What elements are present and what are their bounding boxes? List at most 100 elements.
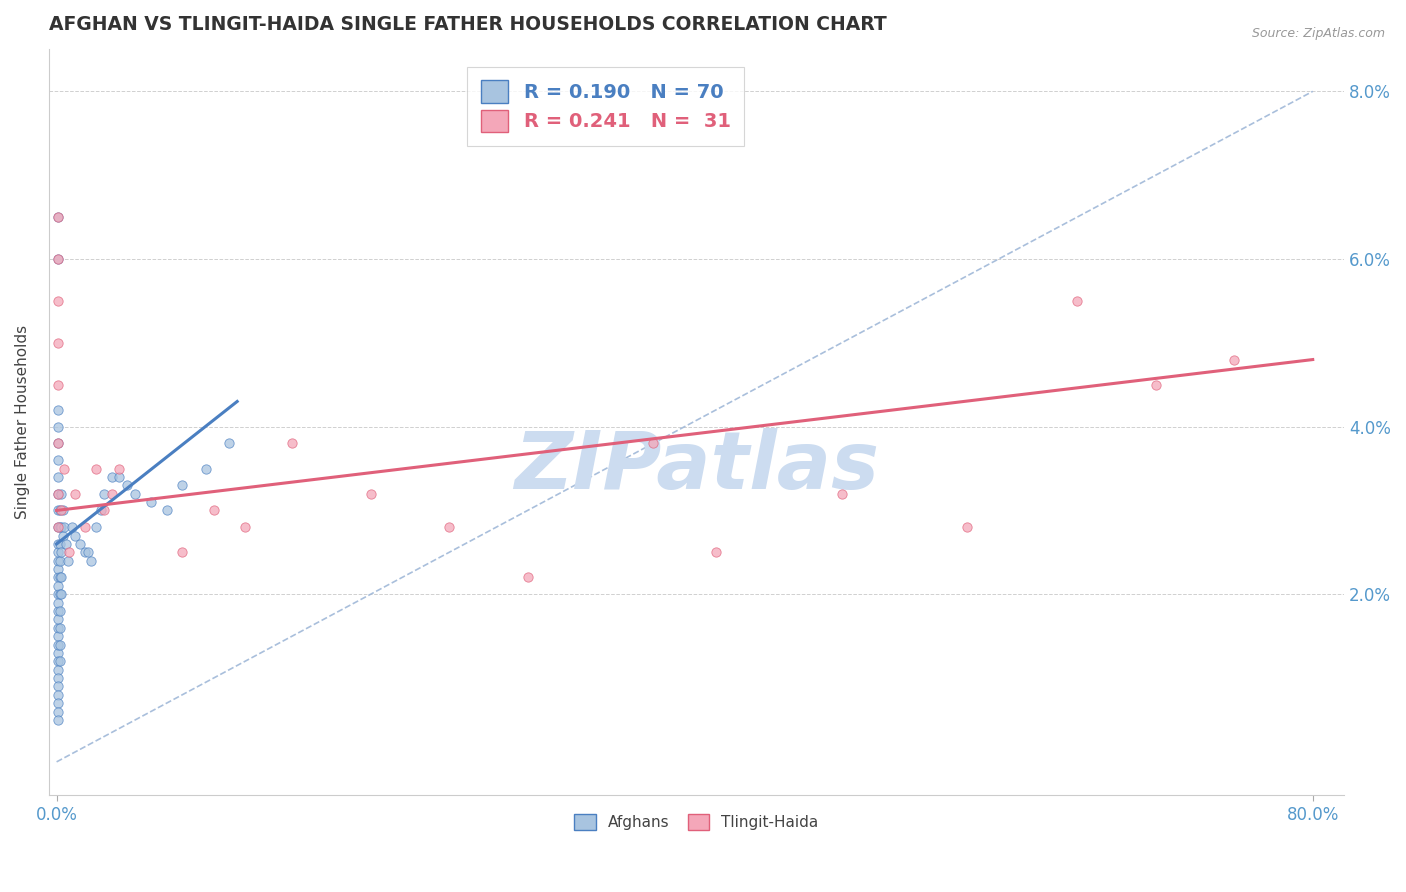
Point	[93, 486, 115, 500]
Point	[51, 570, 73, 584]
Point	[48, 537, 70, 551]
Point	[194, 461, 217, 475]
Point	[51, 503, 73, 517]
Point	[46, 713, 69, 727]
Point	[46, 537, 69, 551]
Point	[69, 537, 91, 551]
Point	[46, 671, 69, 685]
Point	[281, 436, 304, 450]
Point	[437, 520, 460, 534]
Y-axis label: Single Father Households: Single Father Households	[15, 326, 30, 519]
Point	[155, 503, 177, 517]
Point	[53, 520, 76, 534]
Point	[172, 545, 194, 559]
Point	[1144, 377, 1167, 392]
Point	[84, 461, 107, 475]
Point	[48, 654, 70, 668]
Point	[90, 503, 112, 517]
Point	[53, 461, 76, 475]
Point	[51, 587, 73, 601]
Point	[124, 486, 146, 500]
Point	[46, 604, 69, 618]
Point	[46, 629, 69, 643]
Point	[46, 545, 69, 559]
Point	[56, 554, 79, 568]
Point	[46, 579, 69, 593]
Point	[108, 461, 131, 475]
Point	[77, 545, 100, 559]
Point	[516, 570, 538, 584]
Point	[46, 335, 69, 350]
Point	[73, 545, 96, 559]
Point	[360, 486, 382, 500]
Point	[51, 520, 73, 534]
Point	[46, 210, 69, 224]
Point	[46, 252, 69, 266]
Point	[46, 453, 69, 467]
Point	[117, 478, 139, 492]
Point	[48, 621, 70, 635]
Point	[704, 545, 727, 559]
Point	[52, 503, 75, 517]
Point	[52, 528, 75, 542]
Point	[46, 680, 69, 694]
Point	[46, 596, 69, 610]
Text: AFGHAN VS TLINGIT-HAIDA SINGLE FATHER HOUSEHOLDS CORRELATION CHART: AFGHAN VS TLINGIT-HAIDA SINGLE FATHER HO…	[49, 15, 887, 34]
Point	[46, 621, 69, 635]
Point	[46, 587, 69, 601]
Text: ZIPatlas: ZIPatlas	[515, 428, 879, 506]
Point	[46, 436, 69, 450]
Point	[108, 470, 131, 484]
Point	[218, 436, 240, 450]
Point	[46, 554, 69, 568]
Point	[84, 520, 107, 534]
Point	[202, 503, 225, 517]
Point	[1223, 352, 1246, 367]
Point	[46, 570, 69, 584]
Point	[48, 638, 70, 652]
Point	[831, 486, 853, 500]
Point	[46, 470, 69, 484]
Point	[55, 537, 77, 551]
Point	[65, 528, 87, 542]
Point	[100, 486, 122, 500]
Point	[46, 688, 69, 702]
Point	[46, 436, 69, 450]
Point	[46, 210, 69, 224]
Point	[46, 486, 69, 500]
Point	[48, 554, 70, 568]
Point	[46, 646, 69, 660]
Point	[46, 486, 69, 500]
Point	[65, 486, 87, 500]
Point	[100, 470, 122, 484]
Point	[46, 293, 69, 308]
Point	[73, 520, 96, 534]
Point	[46, 562, 69, 576]
Point	[233, 520, 256, 534]
Point	[93, 503, 115, 517]
Point	[48, 503, 70, 517]
Point	[46, 520, 69, 534]
Point	[139, 495, 162, 509]
Point	[46, 419, 69, 434]
Point	[46, 638, 69, 652]
Text: Source: ZipAtlas.com: Source: ZipAtlas.com	[1251, 27, 1385, 40]
Point	[46, 377, 69, 392]
Legend: Afghans, Tlingit-Haida: Afghans, Tlingit-Haida	[568, 808, 825, 836]
Point	[46, 705, 69, 719]
Point	[60, 520, 83, 534]
Point	[46, 612, 69, 626]
Point	[48, 570, 70, 584]
Point	[46, 520, 69, 534]
Point	[48, 587, 70, 601]
Point	[46, 663, 69, 677]
Point	[46, 696, 69, 710]
Point	[1066, 293, 1088, 308]
Point	[46, 252, 69, 266]
Point	[80, 554, 103, 568]
Point	[172, 478, 194, 492]
Point	[46, 654, 69, 668]
Point	[51, 486, 73, 500]
Point	[46, 503, 69, 517]
Point	[48, 604, 70, 618]
